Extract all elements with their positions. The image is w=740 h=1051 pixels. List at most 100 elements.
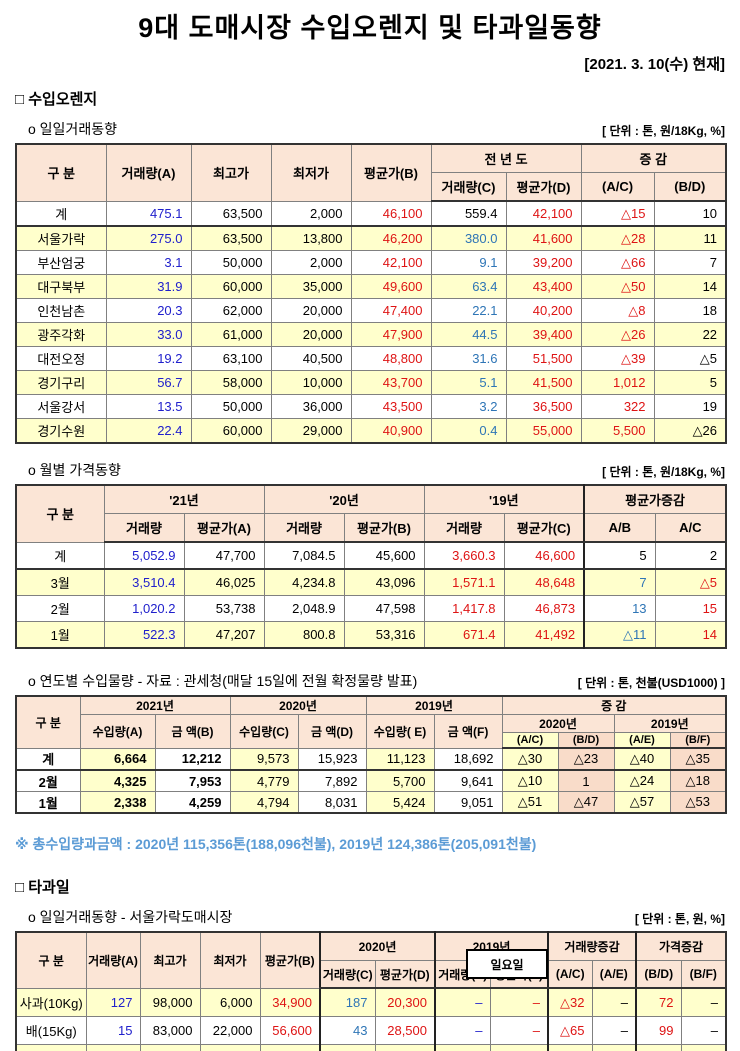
data-cell: 380.0 bbox=[430, 225, 507, 251]
column-header: (B/F) bbox=[669, 732, 727, 749]
data-cell: 5,500 bbox=[580, 418, 655, 444]
data-cell: 8,031 bbox=[297, 791, 367, 814]
data-cell: 15,923 bbox=[297, 747, 367, 771]
data-cell: 53,316 bbox=[343, 621, 425, 649]
data-cell: 1 bbox=[557, 769, 615, 792]
data-cell: 4,234.8 bbox=[263, 568, 345, 596]
column-header-group: 평균가증감 bbox=[583, 484, 727, 514]
column-header-group: 2019년 bbox=[613, 714, 727, 733]
subsection-monthly-label: o 월별 가격동향 bbox=[28, 462, 121, 478]
data-cell: – bbox=[680, 1044, 727, 1051]
data-cell: – bbox=[434, 1016, 491, 1045]
column-header: 구 분 bbox=[15, 931, 87, 989]
data-cell: △28 bbox=[580, 225, 655, 251]
table-row: 서울강서 13.5 50,000 36,000 43,500 3.2 36,500 322 19 bbox=[15, 394, 727, 419]
data-cell: – bbox=[434, 1044, 491, 1051]
data-cell: 127 bbox=[85, 987, 141, 1017]
data-cell: 15 bbox=[654, 595, 727, 622]
data-cell: 62,000 bbox=[190, 298, 272, 323]
page-title: 9대 도매시장 수입오렌지 및 타과일동향 bbox=[138, 13, 602, 43]
data-cell: 60,000 bbox=[190, 274, 272, 299]
data-cell: 22 bbox=[653, 322, 727, 347]
data-cell: 5 bbox=[653, 370, 727, 395]
data-cell: 13,800 bbox=[270, 225, 352, 251]
data-cell: 20,000 bbox=[270, 322, 352, 347]
data-cell: – bbox=[434, 987, 491, 1017]
data-cell: 63,500 bbox=[190, 200, 272, 227]
data-cell: 11 bbox=[653, 225, 727, 251]
row-label: 사과(10Kg) bbox=[15, 987, 87, 1017]
monthly-price-table: 구 분 '21년 '20년 '19년 평균가증감 거래량 평균가(A) 거래량 … bbox=[15, 484, 728, 649]
data-cell: 18 bbox=[653, 298, 727, 323]
data-cell: 56.7 bbox=[105, 370, 192, 395]
data-cell: △50 bbox=[580, 274, 655, 299]
data-cell: 46,025 bbox=[183, 568, 265, 596]
data-cell: 46,200 bbox=[350, 225, 432, 251]
data-cell: 60,000 bbox=[190, 418, 272, 444]
data-cell: 83,000 bbox=[139, 1016, 201, 1045]
data-cell: 28,500 bbox=[374, 1016, 436, 1045]
column-header: (A/C) bbox=[580, 172, 655, 202]
daily-orange-table: 구 분 거래량(A) 최고가 최저가 평균가(B) 전 년 도 증 감 거래량(… bbox=[15, 143, 728, 444]
row-label: 서울강서 bbox=[15, 394, 107, 419]
column-header: 구 분 bbox=[15, 143, 107, 202]
data-cell: 9,641 bbox=[433, 769, 503, 792]
column-header: 구 분 bbox=[15, 695, 81, 749]
data-cell: 48,800 bbox=[350, 346, 432, 371]
data-cell: △10 bbox=[501, 769, 559, 792]
column-header: 수입량(A) bbox=[79, 714, 156, 749]
data-cell: 13.5 bbox=[105, 394, 192, 419]
column-header: (B/F) bbox=[680, 960, 727, 989]
data-cell: 43,500 bbox=[350, 394, 432, 419]
data-cell: △24 bbox=[613, 769, 671, 792]
column-header-group: '19년 bbox=[423, 484, 585, 514]
table-row: 사과(10Kg) 127 98,000 6,000 34,900 187 20,300– – △… bbox=[15, 987, 727, 1017]
column-header: A/B bbox=[583, 513, 656, 543]
column-header-group: '21년 bbox=[103, 484, 265, 514]
data-cell: 14 bbox=[319, 1044, 376, 1051]
data-cell: 3,660.3 bbox=[423, 541, 505, 570]
row-label: 계 bbox=[15, 200, 107, 227]
column-header: A/C bbox=[654, 513, 727, 543]
data-cell: 47,598 bbox=[343, 595, 425, 622]
data-cell: 0.4 bbox=[430, 418, 507, 444]
data-cell: 11,123 bbox=[365, 747, 435, 771]
data-cell: 53,738 bbox=[183, 595, 265, 622]
data-cell: 28,300 bbox=[259, 1044, 321, 1051]
data-cell: 19 bbox=[653, 394, 727, 419]
data-cell: 31.6 bbox=[430, 346, 507, 371]
row-label: 1월 bbox=[15, 621, 105, 649]
column-header: 평균가(D) bbox=[374, 960, 436, 989]
data-cell: 22,000 bbox=[199, 1016, 261, 1045]
column-header: 평균가(A) bbox=[183, 513, 265, 543]
data-cell: △23 bbox=[557, 747, 615, 771]
data-cell: – bbox=[489, 987, 549, 1017]
row-label: 서울가락 bbox=[15, 225, 107, 251]
data-cell: 3,510.4 bbox=[103, 568, 185, 596]
data-cell: 5.1 bbox=[430, 370, 507, 395]
data-cell: 7,892 bbox=[297, 769, 367, 792]
data-cell: △26 bbox=[653, 418, 727, 444]
data-cell: △5 bbox=[653, 346, 727, 371]
data-cell: – bbox=[680, 987, 727, 1017]
data-cell: 46,600 bbox=[503, 541, 585, 570]
row-label: 2월 bbox=[15, 769, 81, 792]
data-cell: 55,000 bbox=[505, 418, 582, 444]
data-cell: – bbox=[489, 1016, 549, 1045]
data-cell: 7,084.5 bbox=[263, 541, 345, 570]
data-cell: 5,052.9 bbox=[103, 541, 185, 570]
data-cell: – bbox=[489, 1044, 549, 1051]
column-header: 평균가(B) bbox=[259, 931, 321, 989]
data-cell: △47 bbox=[557, 791, 615, 814]
data-cell: 55,000 bbox=[139, 1044, 201, 1051]
data-cell: 24 bbox=[85, 1044, 141, 1051]
data-cell: 10 bbox=[653, 200, 727, 227]
subsection-daily-label: o 일일거래동향 bbox=[28, 121, 117, 137]
column-header: 금 액(B) bbox=[154, 714, 231, 749]
unit-note-daily: [ 단위 : 톤, 원/18Kg, %] bbox=[602, 124, 725, 138]
column-header: (A/E) bbox=[613, 732, 671, 749]
data-cell: 99 bbox=[635, 1016, 682, 1045]
table-row: 3월 3,510.4 46,025 4,234.8 43,096 1,571.1 48,64… bbox=[15, 568, 727, 596]
data-cell: 9,573 bbox=[229, 747, 299, 771]
data-cell: 4,325 bbox=[79, 769, 156, 792]
